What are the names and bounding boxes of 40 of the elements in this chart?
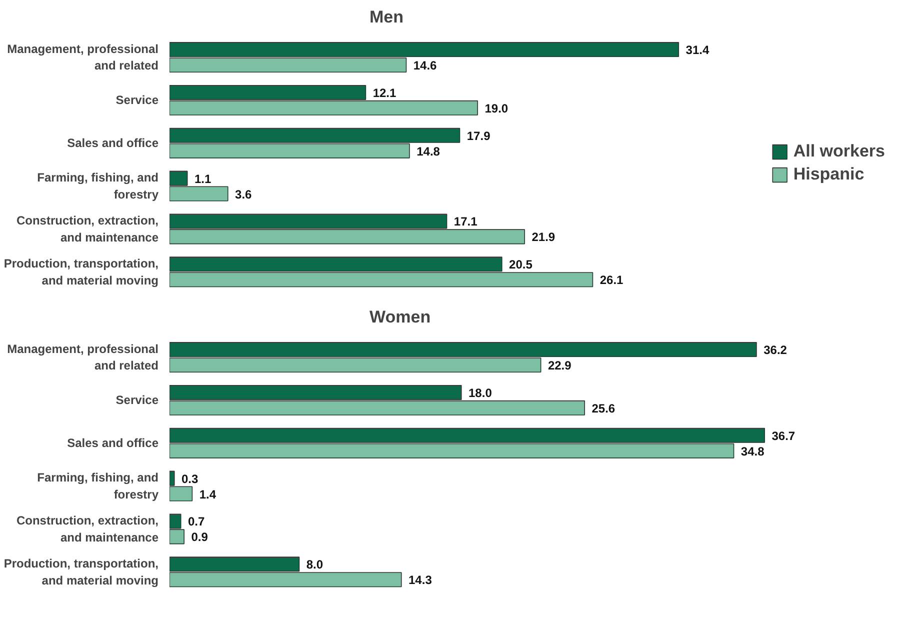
y-tick-label: Sales and office — [67, 436, 159, 450]
data-label: 25.6 — [592, 401, 616, 416]
data-label: 31.4 — [686, 43, 710, 58]
data-label: 18.0 — [468, 386, 492, 400]
y-tick-label: Farming, fishing, and forestry — [37, 470, 159, 502]
data-label: 14.8 — [416, 144, 440, 158]
y-tick-label: Production, transportation, and material moving — [4, 256, 159, 288]
data-label: 1.1 — [194, 172, 212, 186]
data-label: 14.6 — [413, 58, 438, 72]
data-label: 19.0 — [484, 101, 508, 116]
y-tick-label: Management, professional and related — [7, 42, 159, 73]
y-tick-label: Sales and office — [67, 136, 159, 150]
legend-label: Hispanic — [793, 164, 864, 184]
data-label: 1.4 — [199, 487, 216, 502]
data-label: 21.9 — [532, 230, 556, 244]
data-label: 26.1 — [600, 273, 624, 288]
data-label: 36.7 — [772, 428, 796, 443]
y-tick-label: Management, professional and related — [7, 342, 159, 373]
y-tick-label: Farming, fishing, and forestry — [37, 170, 159, 202]
y-tick-label: Production, transportation, and material moving — [4, 556, 159, 588]
data-label: 17.1 — [454, 214, 478, 229]
legend-label: All workers — [793, 142, 885, 162]
y-tick-label: Construction, extraction, and maintenance — [16, 214, 159, 244]
data-label: 36.2 — [764, 343, 788, 358]
data-label: 0.3 — [182, 472, 199, 486]
data-label: 8.0 — [306, 558, 324, 572]
data-label: 0.7 — [188, 514, 205, 529]
chart-title: Women — [370, 308, 431, 326]
data-label: 20.5 — [509, 258, 533, 272]
data-label: 3.6 — [235, 187, 252, 202]
y-tick-label: Service — [116, 393, 159, 408]
data-label: 14.3 — [408, 573, 432, 588]
chart-title: Men — [370, 8, 404, 26]
data-label: 0.9 — [191, 530, 208, 544]
data-label: 34.8 — [740, 444, 765, 458]
data-label: 17.9 — [466, 128, 491, 143]
y-tick-label: Construction, extraction, and maintenance — [16, 514, 159, 544]
data-label: 22.9 — [548, 358, 572, 372]
y-tick-label: Service — [116, 93, 159, 108]
data-label: 12.1 — [372, 86, 397, 100]
